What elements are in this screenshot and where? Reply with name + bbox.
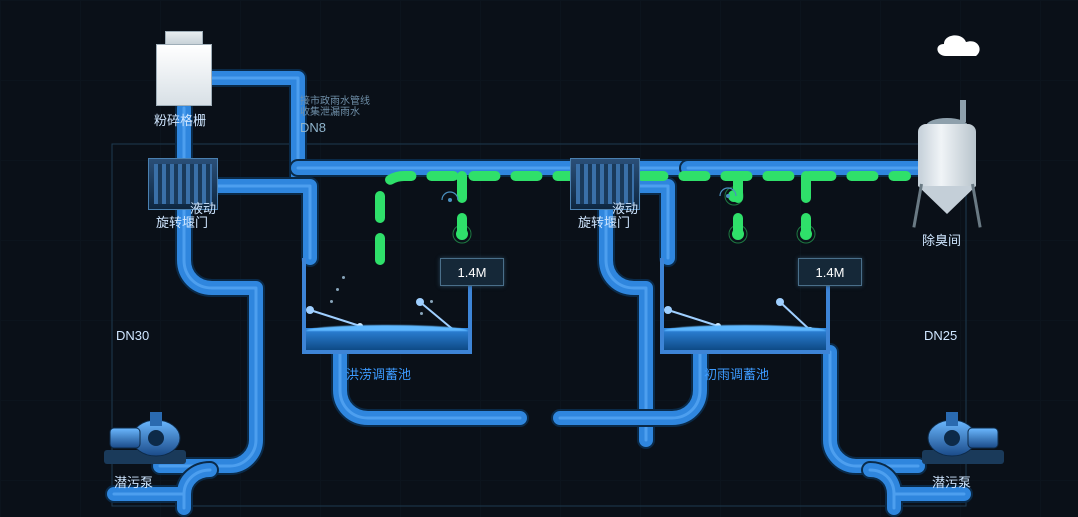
rain-storage-tank-label: 初雨调蓄池	[704, 364, 769, 383]
level-readout-left[interactable]: 1.4M	[440, 258, 504, 286]
deodorization-silo-label: 除臭间	[922, 230, 961, 249]
submersible-pump-right-label: 潜污泵	[932, 472, 971, 491]
weir-gate-left-label-b: 旋转堰门	[156, 212, 208, 231]
pipe-diameter-dn8-label: DN8	[300, 120, 326, 135]
flood-storage-tank-label: 洪涝调蓄池	[346, 364, 411, 383]
crusher-unit	[156, 44, 212, 106]
crusher-label: 粉碎格栅	[154, 110, 206, 129]
pipe-diameter-dn25-label: DN25	[924, 328, 957, 343]
level-readout-right[interactable]: 1.4M	[798, 258, 862, 286]
dn8-note-line2: 收集泄漏雨水	[300, 107, 360, 119]
submersible-pump-right	[918, 406, 1008, 468]
pipe-diameter-dn30-label: DN30	[116, 328, 149, 343]
weir-gate-right-label-b: 旋转堰门	[578, 212, 630, 231]
submersible-pump-left-label: 潜污泵	[114, 472, 153, 491]
deodorization-silo	[912, 106, 982, 226]
submersible-pump-left	[100, 406, 190, 468]
cloud-icon	[928, 30, 992, 62]
